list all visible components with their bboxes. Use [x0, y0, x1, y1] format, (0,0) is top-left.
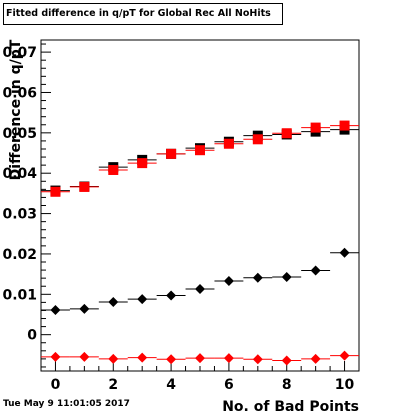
- data-point-diamond: [79, 303, 90, 314]
- data-point-diamond: [108, 353, 119, 364]
- y-tick-label: 0.06: [2, 85, 37, 101]
- x-tick-label: 0: [51, 377, 61, 393]
- data-point-square: [281, 128, 292, 139]
- data-point-square: [166, 148, 177, 159]
- data-point-diamond: [137, 294, 148, 305]
- data-point-diamond: [310, 353, 321, 364]
- x-tick-label: 4: [166, 377, 176, 393]
- data-point-square: [108, 164, 119, 175]
- y-tick-label: 0.05: [2, 126, 37, 142]
- data-point-diamond: [79, 351, 90, 362]
- y-tick-label: 0: [27, 328, 37, 344]
- data-point-square: [50, 186, 61, 197]
- data-point-square: [195, 145, 205, 156]
- data-point-diamond: [281, 271, 292, 282]
- y-tick-label: 0.01: [2, 287, 37, 303]
- data-point-square: [310, 122, 321, 133]
- data-point-diamond: [166, 290, 177, 301]
- data-point-diamond: [223, 275, 234, 286]
- data-point-square: [252, 134, 263, 145]
- data-point-diamond: [195, 353, 205, 364]
- data-point-diamond: [166, 354, 177, 365]
- data-point-diamond: [50, 305, 61, 316]
- x-tick-label: 2: [108, 377, 118, 393]
- x-tick-label: 6: [224, 377, 234, 393]
- data-point-diamond: [137, 352, 148, 363]
- x-axis-label: No. of Bad Points: [222, 399, 359, 414]
- y-tick-label: 0.03: [2, 207, 37, 223]
- data-point-square: [79, 181, 90, 192]
- y-tick-label: 0.07: [2, 45, 37, 61]
- y-tick-label: 0.04: [2, 166, 37, 182]
- x-tick-label: 10: [335, 377, 355, 393]
- data-point-square: [339, 120, 350, 131]
- data-point-diamond: [50, 351, 61, 362]
- data-point-diamond: [108, 296, 119, 307]
- data-point-square: [137, 158, 148, 169]
- data-markers: [41, 120, 359, 366]
- x-tick-label: 8: [282, 377, 292, 393]
- axis-ticks: 0 2 4 6 8 10 0 0.01 0.02 0.03 0.04 0.05 0.06 0.07: [2, 43, 355, 393]
- data-point-diamond: [281, 355, 292, 366]
- chart-title: Fitted difference in q/pT for Global Rec…: [3, 3, 283, 25]
- data-point-diamond: [252, 354, 263, 365]
- data-point-diamond: [310, 265, 321, 276]
- data-point-diamond: [223, 353, 234, 364]
- data-point-diamond: [252, 272, 263, 283]
- data-point-square: [223, 138, 234, 149]
- data-point-diamond: [339, 247, 350, 258]
- y-tick-label: 0.02: [2, 247, 37, 263]
- plot-frame: [40, 39, 360, 372]
- timestamp: Tue May 9 11:01:05 2017: [3, 399, 130, 409]
- y-axis-label: Difference in q/pT: [8, 39, 24, 180]
- data-point-diamond: [195, 284, 205, 295]
- data-point-diamond: [339, 350, 350, 361]
